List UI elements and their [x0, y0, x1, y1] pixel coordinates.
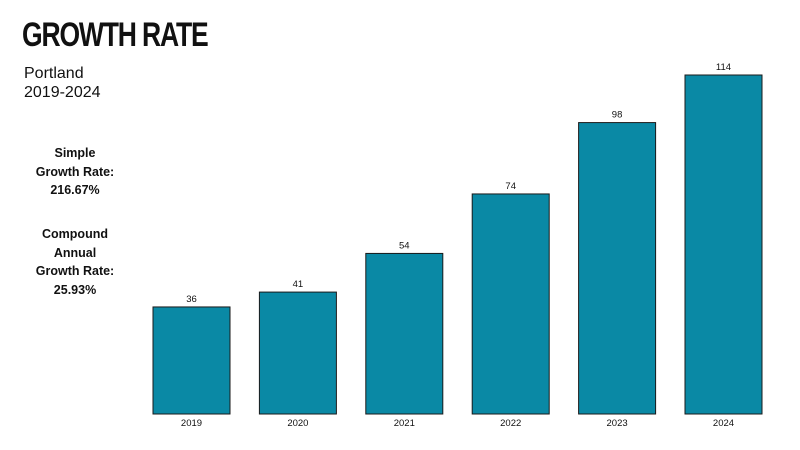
page-title: GROWTH RATE [22, 16, 209, 54]
bar-2023 [578, 122, 657, 415]
cagr-stat: Compound Annual Growth Rate: 25.93% [20, 225, 130, 299]
value-label-2021: 54 [399, 240, 410, 251]
year-range-label: 2019-2024 [24, 84, 101, 101]
simple-growth-label-line2: Growth Rate: [35, 164, 115, 179]
bar-2020 [258, 291, 337, 415]
bar-2019 [152, 306, 231, 415]
value-label-2019: 36 [186, 294, 197, 305]
simple-growth-stat: Simple Growth Rate: 216.67% [20, 144, 130, 200]
category-label-2021: 2021 [394, 418, 415, 429]
category-label-2019: 2019 [181, 418, 202, 429]
bar-2021 [365, 252, 444, 415]
cagr-value: 25.93% [53, 282, 97, 297]
category-label-2022: 2022 [500, 418, 521, 429]
subtitle: Portland 2019-2024 [24, 64, 101, 102]
cagr-label-line2: Annual [53, 245, 97, 260]
value-label-2022: 74 [505, 181, 516, 192]
category-label-2023: 2023 [607, 418, 628, 429]
value-label-2024: 114 [716, 62, 731, 73]
simple-growth-value: 216.67% [50, 183, 100, 197]
bar-2024 [684, 74, 763, 415]
cagr-label-line1: Compound [42, 227, 108, 241]
value-label-2020: 41 [293, 279, 304, 290]
value-label-2023: 98 [612, 110, 623, 121]
cagr-label-line3: Growth Rate: [35, 264, 115, 278]
simple-growth-label-line1: Simple [54, 146, 96, 160]
city-label: Portland [24, 65, 84, 82]
bar-2022 [471, 193, 550, 415]
category-label-2020: 2020 [287, 418, 308, 429]
category-label-2024: 2024 [713, 418, 734, 429]
